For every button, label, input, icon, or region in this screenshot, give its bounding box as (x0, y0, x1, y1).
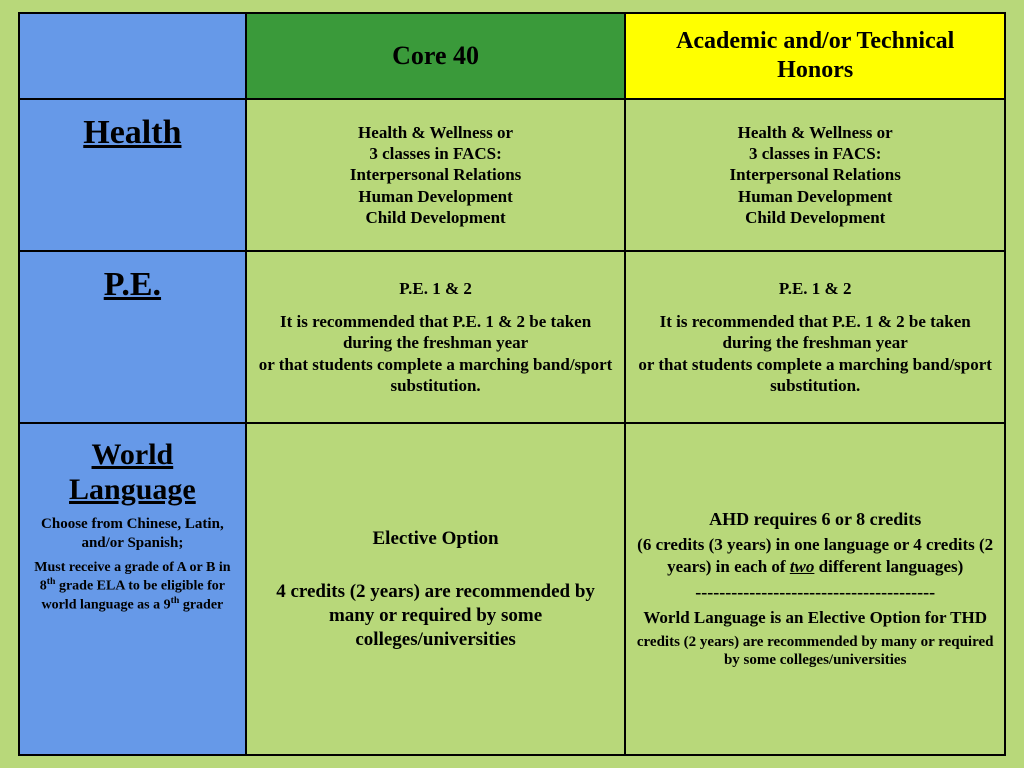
health-honors: Health & Wellness or 3 classes in FACS: … (625, 99, 1005, 251)
pe-title: P.E. (30, 266, 235, 304)
requirements-table: Core 40 Academic and/or Technical Honors… (18, 12, 1006, 756)
header-honors: Academic and/or Technical Honors (625, 13, 1005, 99)
pe-core40: P.E. 1 & 2 It is recommended that P.E. 1… (246, 251, 626, 423)
wlang-sub1: Choose from Chinese, Latin, and/or Spani… (30, 515, 235, 553)
header-core40: Core 40 (246, 13, 626, 99)
wlang-title: World Language (30, 438, 235, 507)
pe-honors: P.E. 1 & 2 It is recommended that P.E. 1… (625, 251, 1005, 423)
wlang-core40: Elective Option 4 credits (2 years) are … (246, 423, 626, 755)
row-label-pe: P.E. (19, 251, 246, 423)
row-label-world-language: World Language Choose from Chinese, Lati… (19, 423, 246, 755)
header-blank (19, 13, 246, 99)
wlang-sub2: Must receive a grade of A or B in 8th gr… (30, 559, 235, 615)
health-title: Health (30, 114, 235, 152)
row-label-health: Health (19, 99, 246, 251)
wlang-honors: AHD requires 6 or 8 credits (6 credits (… (625, 423, 1005, 755)
health-core40: Health & Wellness or 3 classes in FACS: … (246, 99, 626, 251)
